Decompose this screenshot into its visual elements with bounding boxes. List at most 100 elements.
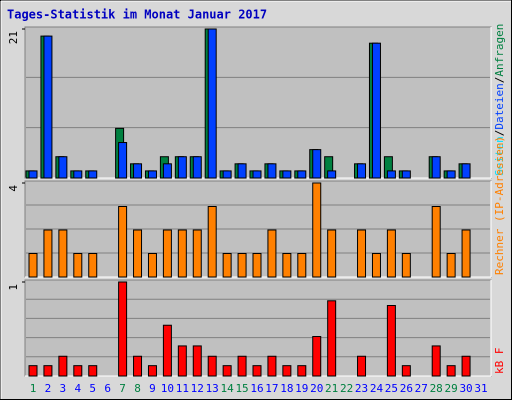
bar bbox=[207, 28, 217, 179]
bar bbox=[237, 163, 247, 179]
x-tick-label: 6 bbox=[104, 382, 111, 395]
bar bbox=[401, 170, 411, 179]
x-tick-label: 30 bbox=[459, 382, 472, 395]
bar bbox=[461, 163, 471, 179]
bar bbox=[73, 170, 83, 179]
bar bbox=[28, 253, 38, 278]
chart-title: Tages-Statistik im Monat Januar 2017 bbox=[7, 8, 267, 22]
bar bbox=[386, 170, 396, 179]
bar bbox=[371, 253, 381, 278]
bar bbox=[43, 365, 53, 377]
bar bbox=[133, 229, 143, 278]
x-tick-label: 10 bbox=[161, 382, 174, 395]
bar bbox=[267, 229, 277, 278]
legend: Seiten/Dateien/Anfragen bbox=[493, 24, 506, 176]
bar bbox=[282, 253, 292, 278]
bar bbox=[386, 229, 396, 278]
bar bbox=[58, 156, 68, 179]
bar bbox=[222, 365, 232, 377]
bar bbox=[357, 163, 367, 179]
x-tick-label: 24 bbox=[370, 382, 384, 395]
bar bbox=[43, 229, 53, 278]
bar bbox=[162, 229, 172, 278]
x-tick-label: 26 bbox=[400, 382, 413, 395]
bar bbox=[446, 253, 456, 278]
x-tick-label: 13 bbox=[206, 382, 219, 395]
bar bbox=[207, 355, 217, 377]
x-tick-label: 8 bbox=[134, 382, 141, 395]
legend: Rechner (IP-Adressen) bbox=[493, 136, 506, 275]
bar bbox=[222, 253, 232, 278]
bar bbox=[267, 163, 277, 179]
legend-entry: Rechner (IP-Adressen) bbox=[493, 136, 506, 275]
bar bbox=[58, 355, 68, 377]
bar bbox=[28, 170, 38, 179]
x-tick-label: 2 bbox=[45, 382, 52, 395]
x-tick-label: 9 bbox=[149, 382, 156, 395]
bar bbox=[357, 355, 367, 377]
bar bbox=[147, 365, 157, 377]
x-tick-label: 22 bbox=[340, 382, 353, 395]
bar bbox=[357, 229, 367, 278]
bar bbox=[327, 170, 337, 179]
x-tick-label: 3 bbox=[60, 382, 67, 395]
bar bbox=[118, 281, 128, 377]
x-tick-label: 14 bbox=[221, 382, 235, 395]
bar bbox=[237, 355, 247, 377]
legend-separator: / bbox=[493, 77, 506, 84]
legend-separator: / bbox=[493, 130, 506, 137]
bar bbox=[192, 156, 202, 179]
bar bbox=[461, 229, 471, 278]
x-tick-label: 15 bbox=[235, 382, 248, 395]
bar bbox=[282, 365, 292, 377]
x-tick-label: 18 bbox=[280, 382, 293, 395]
x-tick-label: 7 bbox=[119, 382, 126, 395]
bar bbox=[327, 229, 337, 278]
legend-entry: Dateien bbox=[493, 83, 506, 129]
legend: kB F bbox=[493, 348, 506, 375]
bar bbox=[282, 170, 292, 179]
x-tick-label: 17 bbox=[265, 382, 278, 395]
bar bbox=[446, 170, 456, 179]
bar bbox=[446, 365, 456, 377]
bar bbox=[431, 345, 441, 377]
bar bbox=[371, 42, 381, 179]
bar bbox=[147, 253, 157, 278]
bar bbox=[297, 253, 307, 278]
legend-entry: kB F bbox=[493, 348, 506, 375]
bar bbox=[252, 253, 262, 278]
x-tick-label: 20 bbox=[310, 382, 323, 395]
x-tick-label: 5 bbox=[89, 382, 96, 395]
bar bbox=[297, 170, 307, 179]
bar bbox=[431, 206, 441, 278]
y-tick-label: 21 bbox=[7, 31, 20, 44]
y-tick-label: 1 bbox=[7, 284, 20, 291]
bar bbox=[58, 229, 68, 278]
x-tick-label: 27 bbox=[415, 382, 428, 395]
x-tick-label: 23 bbox=[355, 382, 368, 395]
x-tick-label: 25 bbox=[385, 382, 398, 395]
bar bbox=[252, 170, 262, 179]
bar bbox=[461, 355, 471, 377]
bar bbox=[133, 163, 143, 179]
bar bbox=[118, 206, 128, 278]
bar bbox=[237, 253, 247, 278]
bar bbox=[162, 163, 172, 179]
bar bbox=[327, 300, 337, 377]
legend-entry: Seiten bbox=[493, 136, 506, 176]
x-tick-label: 31 bbox=[474, 382, 487, 395]
bar bbox=[401, 365, 411, 377]
bar bbox=[73, 253, 83, 278]
bar bbox=[177, 229, 187, 278]
bar bbox=[297, 365, 307, 377]
x-tick-label: 21 bbox=[325, 382, 338, 395]
bar bbox=[401, 253, 411, 278]
bar bbox=[386, 305, 396, 377]
bar bbox=[312, 336, 322, 377]
bar bbox=[267, 355, 277, 377]
bar bbox=[162, 324, 172, 377]
panel bbox=[24, 279, 492, 377]
x-tick-label: 11 bbox=[176, 382, 189, 395]
bar bbox=[118, 142, 128, 179]
x-tick-label: 1 bbox=[30, 382, 37, 395]
